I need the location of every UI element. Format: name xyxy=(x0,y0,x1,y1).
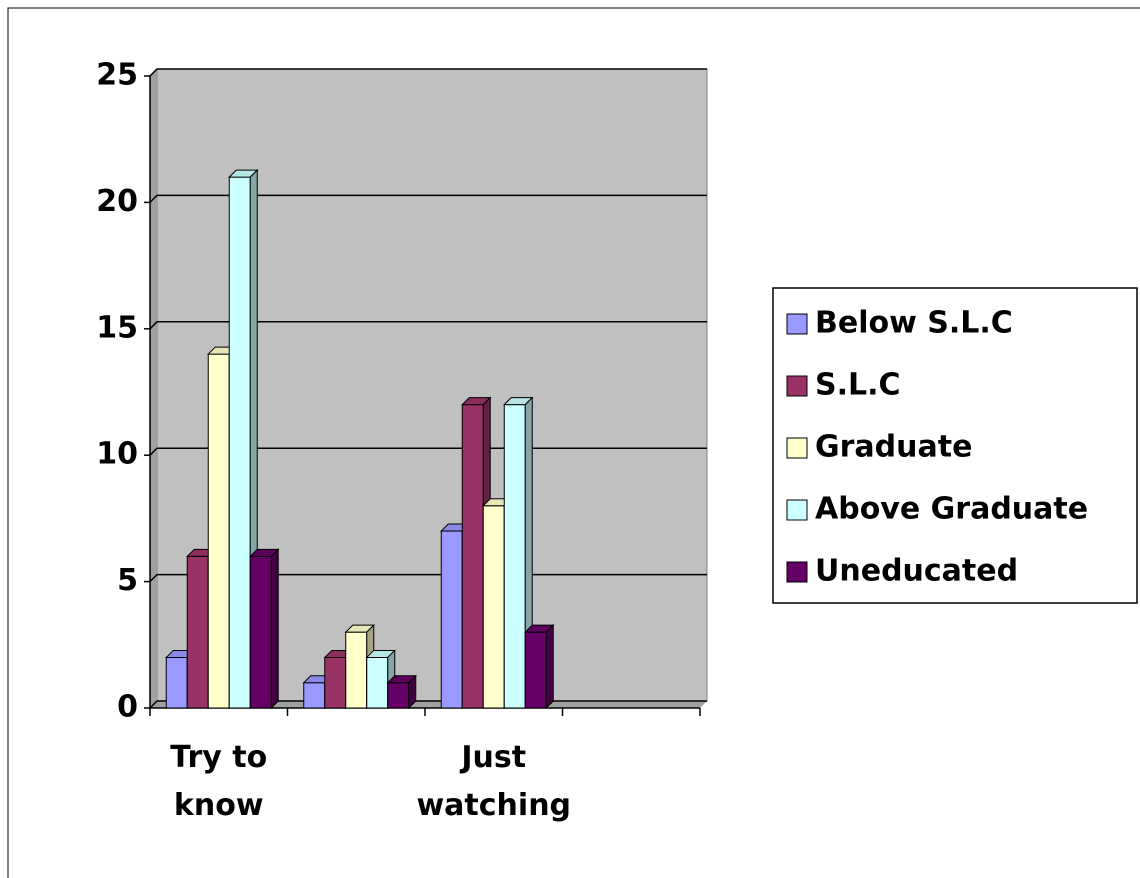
bar xyxy=(524,623,555,710)
bar-front xyxy=(249,555,272,709)
y-tick-label: 5 xyxy=(117,563,138,598)
bar-front xyxy=(461,404,484,709)
x-tick-label-box: Just watching xyxy=(416,740,572,823)
grid-line xyxy=(149,68,707,77)
legend-label: Above Graduate xyxy=(815,492,1088,527)
bar-side xyxy=(408,674,417,710)
x-tick-label: Try to know xyxy=(170,740,268,823)
bar-front xyxy=(345,631,368,709)
grid-line xyxy=(149,321,707,330)
bar xyxy=(249,548,280,710)
x-tick-label-box: Try to know xyxy=(170,740,268,823)
legend-swatch xyxy=(786,437,808,459)
y-tick-label: 10 xyxy=(96,437,138,472)
bar-front xyxy=(440,530,463,709)
bar-front xyxy=(165,656,188,709)
legend-label: Below S.L.C xyxy=(815,306,1013,341)
bar-front xyxy=(503,404,526,709)
legend xyxy=(772,287,1138,604)
bar-front xyxy=(228,176,251,709)
legend-swatch xyxy=(786,313,808,335)
bar-front xyxy=(387,682,410,709)
bar-front xyxy=(303,682,326,709)
plot-side xyxy=(150,69,157,708)
bar-front xyxy=(324,656,347,709)
bar-front xyxy=(482,505,505,709)
y-tick-label: 20 xyxy=(96,184,138,219)
legend-swatch xyxy=(786,561,808,583)
bar-side xyxy=(545,623,554,710)
legend-label: Uneducated xyxy=(815,554,1018,589)
y-tick-label: 15 xyxy=(96,310,138,345)
bar-side xyxy=(270,548,279,710)
legend-label: Graduate xyxy=(815,430,972,465)
y-tick-label: 0 xyxy=(117,690,138,725)
bar xyxy=(386,674,417,710)
bar-front xyxy=(366,656,389,709)
plot-floor xyxy=(150,701,707,708)
x-tick-label: Just watching xyxy=(416,740,572,823)
bar-front xyxy=(186,555,209,709)
legend-label: S.L.C xyxy=(815,368,901,403)
legend-swatch xyxy=(786,375,808,397)
y-tick-label: 25 xyxy=(96,58,138,93)
frame xyxy=(7,7,1140,878)
grid-line xyxy=(149,194,707,203)
bar-front xyxy=(207,353,230,709)
bar-front xyxy=(524,631,547,709)
legend-swatch xyxy=(786,499,808,521)
